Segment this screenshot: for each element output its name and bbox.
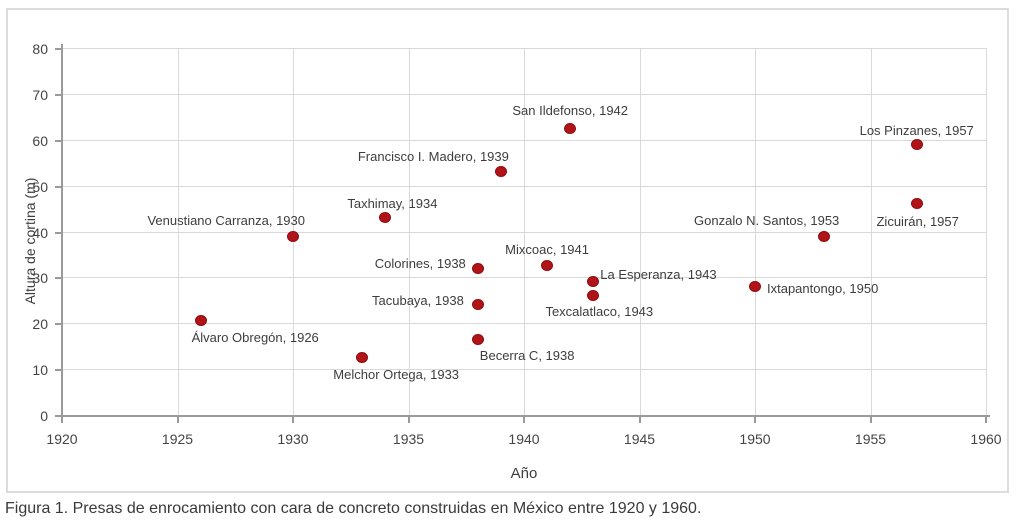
y-axis-tick xyxy=(55,369,61,372)
data-point xyxy=(287,230,299,242)
data-point xyxy=(587,290,600,302)
x-tick-label: 1920 xyxy=(46,431,78,447)
data-point xyxy=(818,230,831,242)
y-axis-tick xyxy=(55,415,61,417)
point-label: Los Pinzanes, 1957 xyxy=(859,123,974,139)
x-axis-title: Año xyxy=(510,465,538,482)
data-point xyxy=(471,333,484,345)
y-tick-label: 10 xyxy=(32,362,48,379)
data-point xyxy=(910,198,923,210)
point-label: Mixcoac, 1941 xyxy=(505,241,590,257)
y-tick-label: 60 xyxy=(32,132,48,149)
y-tick-label: 30 xyxy=(32,270,48,287)
x-axis-tick xyxy=(754,417,756,423)
y-axis-tick xyxy=(55,185,61,188)
x-tick-label: 1940 xyxy=(508,431,540,447)
point-label: Tacubaya, 1938 xyxy=(372,292,464,308)
gridline-vertical xyxy=(755,48,756,415)
y-tick-label: 70 xyxy=(32,86,48,103)
y-axis-tick xyxy=(55,231,61,234)
x-axis-tick xyxy=(869,417,872,423)
x-axis-tick xyxy=(407,417,410,423)
y-axis-tick xyxy=(55,139,61,142)
x-axis-tick xyxy=(292,417,294,423)
x-axis-tick xyxy=(638,417,641,423)
y-axis-tick xyxy=(55,277,61,280)
x-tick-label: 1925 xyxy=(161,431,194,447)
data-point xyxy=(471,299,484,311)
data-point xyxy=(356,352,369,364)
figure-caption: Figura 1. Presas de enrocamiento con car… xyxy=(5,500,702,517)
data-point xyxy=(564,122,577,134)
point-label: Venustiano Carranza, 1930 xyxy=(147,213,305,229)
point-label: Taxhimay, 1934 xyxy=(347,195,438,211)
data-point xyxy=(910,138,923,150)
point-label: Colorines, 1938 xyxy=(374,256,466,272)
data-point xyxy=(471,262,484,274)
gridline-vertical xyxy=(524,48,525,415)
point-label: Gonzalo N. Santos, 1953 xyxy=(694,213,840,229)
y-tick-label: 20 xyxy=(32,316,48,333)
gridline-vertical xyxy=(986,48,987,415)
point-label: La Esperanza, 1943 xyxy=(600,266,717,282)
x-axis-tick xyxy=(985,417,987,423)
point-label: Melchor Ortega, 1933 xyxy=(333,366,460,382)
x-tick-label: 1955 xyxy=(854,431,887,447)
y-axis-line xyxy=(61,44,63,415)
data-point xyxy=(587,276,600,288)
x-tick-label: 1935 xyxy=(392,431,425,447)
y-axis-tick xyxy=(55,93,61,96)
y-tick-label: 80 xyxy=(32,41,48,57)
y-tick-label: 50 xyxy=(32,178,48,195)
x-tick-label: 1950 xyxy=(739,431,771,447)
x-axis-tick xyxy=(523,417,525,423)
y-tick-label: 40 xyxy=(32,224,48,241)
x-tick-label: 1930 xyxy=(277,431,309,447)
x-axis-tick xyxy=(61,417,63,423)
y-axis-tick xyxy=(55,323,61,326)
point-label: Becerra C, 1938 xyxy=(479,348,575,364)
gridline-vertical xyxy=(870,48,872,415)
x-axis-line xyxy=(58,415,990,417)
gridline-vertical xyxy=(177,48,179,415)
data-point xyxy=(494,166,507,178)
point-label: Ixtapantongo, 1950 xyxy=(767,280,879,296)
figure-frame: Altura de cortina (m) Año 0 10 20 30 40 50 60 7… xyxy=(6,8,1009,493)
x-tick-label: 1945 xyxy=(623,431,656,447)
x-tick-label: 1960 xyxy=(970,431,1002,447)
data-point xyxy=(379,212,392,224)
point-label: San Ildefonso, 1942 xyxy=(512,103,629,119)
point-label: Álvaro Obregón, 1926 xyxy=(191,329,319,345)
gridline-vertical xyxy=(639,48,641,415)
gridline-vertical xyxy=(408,48,410,415)
y-axis-tick xyxy=(55,48,61,50)
x-axis-tick xyxy=(176,417,179,423)
point-label: Francisco I. Madero, 1939 xyxy=(357,148,509,164)
point-label: Zicuirán, 1957 xyxy=(876,213,959,229)
data-point xyxy=(749,281,761,293)
y-tick-label: 0 xyxy=(40,408,48,424)
data-point xyxy=(541,260,554,272)
data-point xyxy=(194,315,207,327)
point-label: Texcalatlaco, 1943 xyxy=(545,303,654,319)
